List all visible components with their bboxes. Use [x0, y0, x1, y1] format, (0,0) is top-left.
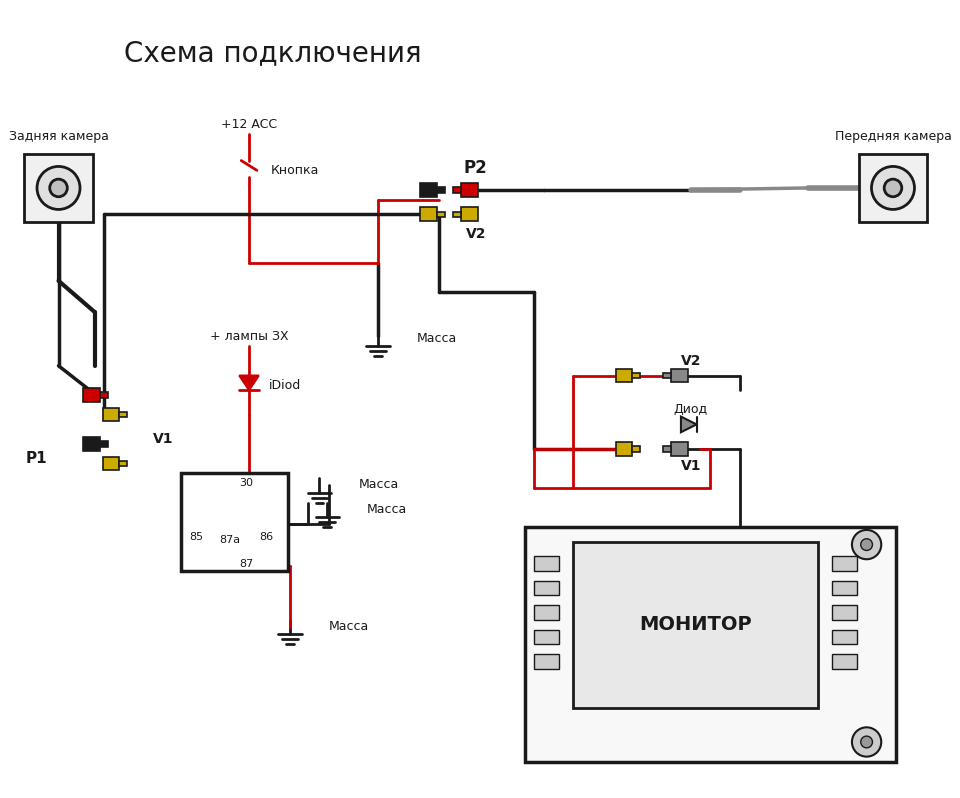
Bar	[84, 437, 100, 451]
Bar	[671, 369, 687, 382]
Text: МОНИТОР: МОНИТОР	[639, 615, 752, 634]
Bar	[671, 442, 687, 456]
Bar	[859, 154, 927, 222]
Bar	[615, 369, 632, 382]
Text: Масса: Масса	[358, 479, 398, 492]
Text: V2: V2	[681, 354, 701, 368]
Bar	[832, 630, 857, 644]
Bar	[103, 456, 119, 470]
Text: Масса: Масса	[367, 503, 407, 516]
Bar	[420, 183, 437, 197]
Text: V1: V1	[681, 460, 701, 473]
Text: Масса: Масса	[329, 620, 370, 633]
Text: Схема подключения: Схема подключения	[124, 39, 421, 67]
Bar	[103, 408, 119, 421]
Text: Диод: Диод	[674, 403, 708, 417]
Circle shape	[872, 167, 915, 209]
Bar	[100, 441, 108, 447]
Text: Передняя камера: Передняя камера	[834, 129, 951, 143]
Bar	[100, 393, 108, 398]
Bar	[632, 373, 640, 378]
Bar	[437, 188, 444, 192]
Text: 85: 85	[189, 531, 204, 542]
Text: 87: 87	[239, 559, 253, 569]
Text: 87а: 87а	[219, 535, 240, 545]
Text: iDiod: iDiod	[269, 379, 300, 392]
Circle shape	[861, 736, 873, 748]
Text: P1: P1	[25, 451, 47, 466]
Bar	[663, 446, 671, 452]
Circle shape	[852, 727, 881, 757]
Bar	[663, 373, 671, 378]
Circle shape	[861, 539, 873, 551]
Bar	[437, 211, 444, 217]
Bar	[632, 446, 640, 452]
Text: Задняя камера: Задняя камера	[9, 129, 108, 143]
Text: P2: P2	[464, 160, 488, 177]
Bar	[420, 207, 437, 221]
Bar	[535, 581, 559, 595]
Text: V1: V1	[153, 432, 174, 446]
Bar	[535, 654, 559, 669]
Bar	[119, 460, 128, 466]
Text: V2: V2	[466, 227, 486, 241]
Bar	[453, 211, 461, 217]
Circle shape	[37, 167, 80, 209]
Circle shape	[884, 179, 901, 197]
Bar	[461, 183, 477, 197]
Bar	[573, 542, 818, 708]
Bar	[832, 556, 857, 571]
Text: 86: 86	[259, 531, 274, 542]
Polygon shape	[239, 376, 259, 390]
Bar	[535, 556, 559, 571]
Text: + лампы ЗХ: + лампы ЗХ	[209, 330, 288, 343]
Circle shape	[852, 530, 881, 559]
Bar	[524, 527, 896, 761]
Text: 30: 30	[239, 478, 253, 488]
Bar	[453, 188, 461, 192]
Bar	[535, 630, 559, 644]
Text: +12 ACC: +12 ACC	[221, 118, 277, 131]
Bar	[461, 207, 477, 221]
Circle shape	[50, 179, 67, 197]
Bar	[832, 581, 857, 595]
Bar	[119, 412, 128, 417]
Bar	[180, 473, 288, 571]
Bar	[615, 442, 632, 456]
Text: Кнопка: Кнопка	[271, 164, 319, 177]
Text: Масса: Масса	[418, 332, 457, 345]
Polygon shape	[681, 417, 697, 433]
Bar	[84, 389, 100, 402]
Bar	[832, 654, 857, 669]
Bar	[24, 154, 93, 222]
Bar	[535, 605, 559, 620]
Bar	[832, 605, 857, 620]
